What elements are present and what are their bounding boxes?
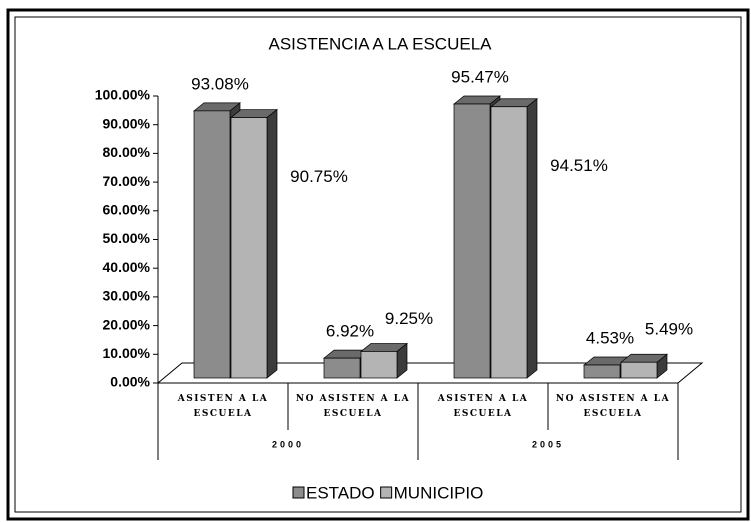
y-tick-label: 40.00% [103, 259, 151, 275]
value-label: 5.49% [645, 320, 693, 339]
group-label: 2005 [532, 439, 564, 449]
bar-side [526, 98, 538, 379]
y-tick-label: 10.00% [103, 345, 151, 361]
value-label: 4.53% [586, 328, 634, 347]
value-label: 95.47% [451, 67, 509, 86]
chart-title: ASISTENCIA A LA ESCUELA [269, 34, 493, 53]
y-tick-label: 50.00% [103, 230, 151, 246]
bar-front [193, 110, 231, 379]
bar-front [490, 106, 528, 379]
legend-label: ESTADO [306, 483, 375, 502]
floor [156, 362, 704, 384]
bar [620, 353, 668, 379]
group-label: 2000 [272, 439, 304, 449]
bar-front [620, 361, 658, 379]
y-tick-label: 70.00% [103, 173, 151, 189]
outer-frame [6, 8, 750, 521]
bar-side [266, 108, 278, 379]
bar [360, 342, 408, 379]
value-label: 93.08% [191, 74, 249, 93]
y-tick-label: 90.00% [103, 115, 151, 131]
y-tick-label: 0.00% [110, 374, 150, 390]
y-tick-label: 80.00% [103, 144, 151, 160]
x-tick-label: NO ASISTEN A LA ESCUELA [295, 394, 411, 419]
value-label: 94.51% [550, 156, 608, 175]
value-label: 9.25% [385, 309, 433, 328]
value-label: 90.75% [290, 167, 348, 186]
bar-front [360, 351, 398, 379]
bar-front [453, 103, 491, 379]
y-tick-label: 20.00% [103, 316, 151, 332]
inner-frame [14, 16, 742, 513]
bar-front [230, 117, 268, 379]
value-label: 6.92% [326, 322, 374, 341]
y-tick-label: 60.00% [103, 202, 151, 218]
x-tick-label: ASISTEN A LA ESCUELA [177, 394, 269, 419]
x-tick-label: NO ASISTEN A LA ESCUELA [555, 394, 671, 419]
x-tick-label: ASISTEN A LA ESCUELA [437, 394, 529, 419]
legend-label: MUNICIPIO [394, 483, 484, 502]
bar [230, 108, 278, 379]
legend-swatch [292, 486, 305, 499]
bar-front [583, 364, 621, 379]
y-tick-label: 100.00% [95, 87, 151, 103]
y-tick-label: 30.00% [103, 288, 151, 304]
legend-swatch [380, 486, 393, 499]
bar [490, 98, 538, 379]
bar-front [323, 357, 361, 379]
